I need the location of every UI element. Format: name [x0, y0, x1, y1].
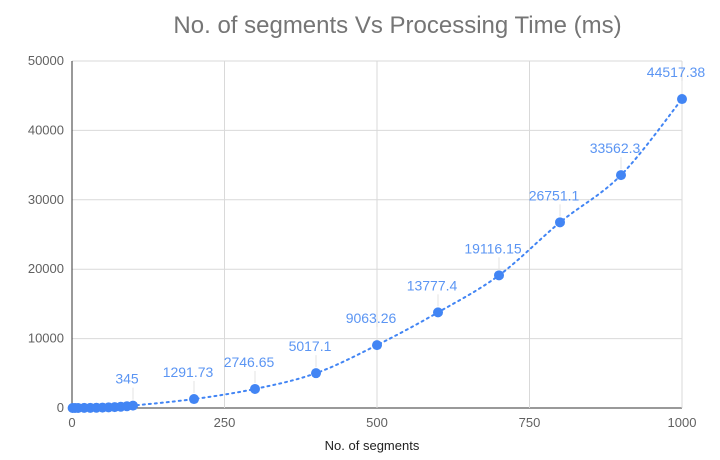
x-tick-label: 500: [366, 415, 388, 430]
grid-lines: [71, 60, 683, 409]
data-point: [677, 94, 687, 105]
data-labels: 345 1291.73 2746.65 5017.1 9063.26 13777.4 191…: [115, 64, 705, 400]
x-axis-label: No. of segments: [325, 438, 420, 453]
x-tick-label: 0: [68, 415, 75, 430]
y-tick-label: 10000: [28, 331, 64, 346]
chart-title: No. of segments Vs Processing Time (ms): [173, 12, 622, 39]
x-axis-ticks: 0 250 500 750 1000: [68, 415, 696, 430]
data-label: 33562.3: [590, 140, 641, 156]
data-label: 19116.15: [464, 240, 522, 256]
data-label: 13777.4: [407, 277, 458, 293]
data-point: [311, 368, 321, 379]
data-point: [555, 217, 565, 228]
y-tick-label: 20000: [28, 261, 64, 276]
y-tick-label: 30000: [28, 192, 64, 207]
data-point: [372, 340, 382, 351]
x-tick-label: 250: [214, 415, 236, 430]
data-point: [189, 394, 199, 405]
data-point: [128, 400, 138, 411]
data-point: [433, 307, 443, 318]
data-points: [67, 94, 687, 413]
data-point: [250, 383, 260, 394]
y-tick-label: 0: [57, 400, 64, 415]
y-axis-ticks: 0 10000 20000 30000 40000 50000: [28, 53, 64, 415]
data-label: 9063.26: [346, 310, 397, 326]
data-point: [494, 270, 504, 281]
data-label: 26751.1: [529, 187, 580, 203]
data-point: [616, 170, 626, 181]
data-label: 5017.1: [289, 338, 332, 354]
y-tick-label: 40000: [28, 122, 64, 137]
data-label: 1291.73: [163, 364, 214, 380]
data-label: 44517.38: [647, 64, 706, 80]
x-tick-label: 750: [519, 415, 541, 430]
data-label: 345: [115, 371, 139, 387]
x-tick-label: 1000: [668, 415, 697, 430]
data-label: 2746.65: [224, 354, 275, 370]
y-tick-label: 50000: [28, 53, 64, 68]
